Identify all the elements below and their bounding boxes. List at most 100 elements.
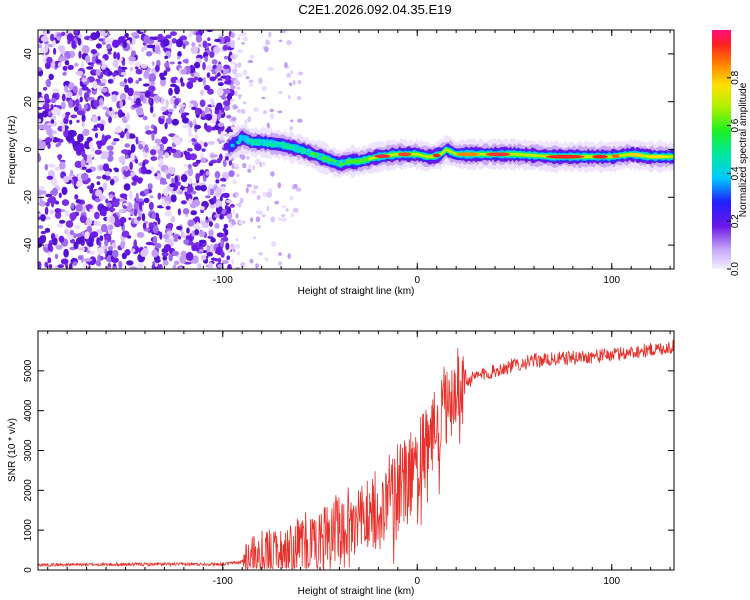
noise-speck	[175, 149, 182, 159]
noise-speck	[167, 113, 172, 118]
noise-speck	[295, 187, 302, 192]
signal-blob	[312, 154, 317, 158]
noise-speck	[95, 69, 101, 76]
noise-speck	[38, 112, 46, 117]
noise-speck	[163, 244, 172, 251]
noise-speck	[177, 61, 182, 65]
noise-speck	[232, 209, 236, 215]
noise-speck	[190, 210, 197, 216]
signal-peak	[646, 154, 667, 159]
noise-speck	[43, 30, 48, 37]
noise-speck	[194, 143, 202, 151]
noise-speck	[258, 77, 263, 84]
noise-speck	[134, 61, 142, 67]
noise-speck	[38, 124, 44, 130]
noise-speck	[277, 110, 283, 114]
noise-speck	[214, 223, 220, 229]
noise-speck	[104, 170, 111, 176]
noise-speck	[130, 143, 136, 153]
noise-speck	[45, 78, 52, 88]
noise-speck	[216, 158, 222, 164]
noise-speck	[166, 146, 173, 150]
noise-speck	[189, 64, 194, 71]
noise-speck	[151, 249, 159, 258]
noise-speck	[94, 149, 103, 155]
noise-speck	[203, 142, 208, 148]
noise-speck	[48, 264, 53, 269]
noise-speck	[78, 142, 85, 152]
noise-speck	[111, 141, 117, 146]
colorbar: 0.0 0.2 0.4 0.6 0.8 Normalized spectral ampl…	[712, 30, 749, 276]
noise-speck	[158, 264, 163, 269]
noise-speck	[191, 106, 197, 110]
noise-speck	[60, 258, 69, 265]
noise-speck	[68, 83, 73, 89]
noise-speck	[92, 80, 98, 90]
noise-speck	[207, 88, 214, 95]
noise-speck	[124, 154, 129, 160]
noise-speck	[237, 62, 242, 68]
noise-speck	[174, 175, 178, 184]
noise-speck	[231, 220, 237, 226]
noise-speck	[145, 130, 153, 135]
noise-speck	[236, 251, 241, 256]
noise-speck	[152, 113, 157, 118]
noise-speck	[75, 233, 83, 238]
noise-speck	[270, 171, 275, 177]
noise-speck	[250, 217, 254, 223]
noise-speck	[198, 230, 206, 238]
noise-speck	[162, 260, 169, 266]
signal-blob	[335, 161, 340, 165]
noise-speck	[187, 219, 195, 227]
noise-speck	[122, 40, 127, 49]
x-tick-label: 100	[603, 275, 620, 286]
noise-speck	[38, 200, 46, 207]
noise-speck	[177, 236, 182, 240]
noise-speck	[245, 76, 250, 80]
noise-speck	[290, 70, 294, 74]
noise-speck	[231, 258, 234, 265]
noise-speck	[233, 248, 236, 253]
noise-speck	[261, 214, 266, 218]
noise-speck	[119, 66, 128, 70]
noise-speck	[287, 253, 291, 260]
noise-speck	[277, 261, 283, 266]
noise-speck	[219, 195, 223, 202]
noise-speck	[55, 143, 60, 148]
noise-speck	[203, 84, 211, 91]
noise-speck	[38, 186, 46, 191]
noise-speck	[223, 64, 230, 70]
noise-speck	[229, 203, 235, 208]
signal-blob	[271, 140, 276, 144]
noise-speck	[161, 136, 168, 145]
noise-speck	[169, 83, 177, 88]
noise-speck	[123, 205, 126, 209]
noise-speck	[239, 33, 244, 37]
noise-speck	[135, 136, 139, 145]
x-tick-label: 100	[603, 576, 620, 587]
noise-speck	[120, 240, 126, 249]
noise-speck	[216, 87, 224, 97]
noise-speck	[95, 43, 102, 49]
noise-speck	[216, 232, 224, 238]
noise-speck	[182, 208, 190, 215]
noise-speck	[222, 159, 227, 168]
noise-speck	[97, 247, 105, 255]
noise-speck	[121, 230, 130, 238]
noise-speck	[81, 166, 87, 170]
x-tick-label: 0	[414, 576, 420, 587]
noise-speck	[235, 191, 239, 198]
noise-speck	[107, 70, 113, 76]
noise-speck	[180, 200, 187, 205]
noise-speck	[131, 104, 140, 108]
noise-speck	[166, 230, 174, 236]
noise-speck	[106, 43, 112, 50]
noise-speck	[282, 205, 287, 208]
noise-speck	[134, 158, 139, 164]
noise-speck	[247, 116, 252, 123]
colorbar-gradient	[712, 30, 731, 269]
noise-speck	[159, 181, 168, 185]
noise-speck	[49, 33, 55, 42]
colorbar-ticks: 0.0 0.2 0.4 0.6 0.8	[727, 70, 741, 276]
noise-speck	[189, 121, 193, 128]
